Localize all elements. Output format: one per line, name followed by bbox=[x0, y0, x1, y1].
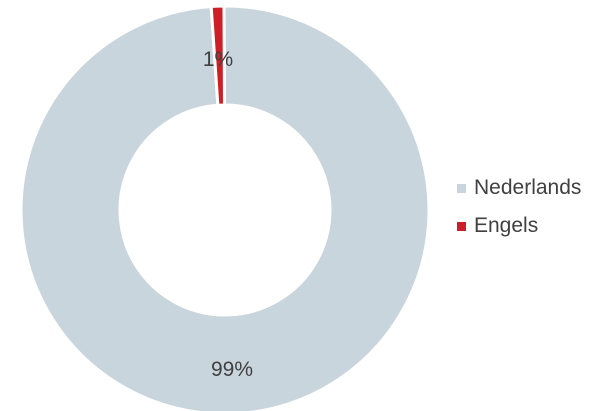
slice-engels bbox=[209, 4, 226, 107]
donut-slices bbox=[19, 4, 431, 411]
data-label-engels: 1% bbox=[203, 48, 233, 71]
legend-swatch-engels bbox=[457, 221, 466, 231]
legend-swatch-nederlands bbox=[457, 183, 466, 193]
slice-nederlands bbox=[19, 4, 431, 411]
legend-label-engels: Engels bbox=[474, 214, 539, 237]
legend: Nederlands Engels bbox=[457, 173, 581, 249]
legend-label-nederlands: Nederlands bbox=[474, 176, 582, 199]
data-labels: 99% 1% bbox=[203, 48, 253, 381]
legend-item-engels: Engels bbox=[457, 211, 581, 241]
data-label-nederlands: 99% bbox=[211, 358, 253, 381]
legend-item-nederlands: Nederlands bbox=[457, 173, 581, 203]
